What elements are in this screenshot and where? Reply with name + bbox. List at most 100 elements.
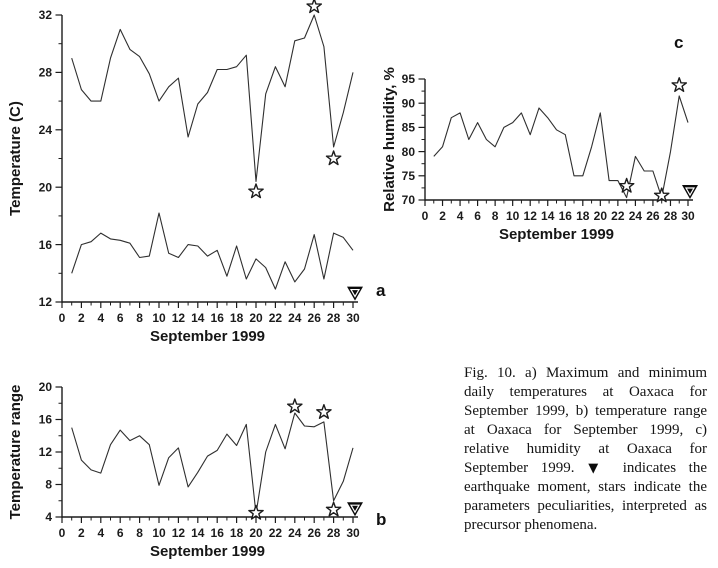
star-marker [248, 183, 264, 199]
series-line-minimum-temperature [71, 212, 354, 290]
y-tick-label: 20 [39, 180, 53, 194]
panel-label-b: b [376, 510, 386, 529]
x-tick-label: 28 [327, 526, 341, 540]
y-tick-label: 28 [39, 66, 53, 80]
y-tick-label: 4 [45, 510, 52, 524]
x-tick-label: 12 [172, 311, 186, 325]
y-tick-label: 20 [39, 380, 53, 394]
x-tick-label: 20 [249, 311, 263, 325]
x-tick-label: 2 [78, 526, 85, 540]
x-tick-label: 22 [269, 311, 283, 325]
x-tick-label: 10 [506, 209, 520, 223]
chart-a-plot: 0 2 4 6 8 10 12 14 16 18 20 22 24 26 28 30121620242832S… [7, 0, 386, 345]
x-tick-label: 2 [78, 311, 85, 325]
x-tick-label: 14 [191, 526, 205, 540]
x-tick-label: 14 [541, 209, 555, 223]
x-tick-label: 2 [439, 209, 446, 223]
x-tick-label: 22 [269, 526, 283, 540]
earthquake-triangle-inner [684, 187, 696, 197]
x-tick-label: 28 [664, 209, 678, 223]
y-tick-label: 95 [402, 72, 416, 86]
x-axis-title: September 1999 [150, 543, 265, 560]
x-tick-label: 6 [117, 526, 124, 540]
y-tick-label: 80 [402, 145, 416, 159]
series-line-maximum-temperature [71, 14, 354, 183]
panel-c-relative-humidity: 0 2 4 6 8 10 12 14 16 18 20 22 24 26 28 30 70 75 80 85 90 95 S… [381, 28, 718, 243]
panel-label-c: c [674, 33, 683, 52]
star-marker [248, 504, 264, 520]
x-tick-label: 4 [97, 311, 104, 325]
y-tick-label: 75 [402, 169, 416, 183]
series-line-temperature-range [71, 412, 354, 515]
x-tick-label: 6 [117, 311, 124, 325]
x-tick-label: 20 [594, 209, 608, 223]
x-tick-label: 0 [59, 311, 66, 325]
series-line-relative-humidity [433, 95, 689, 199]
x-axis-title: September 1999 [150, 328, 265, 345]
caption-text-part2: indicates the earthquake moment, stars i… [464, 460, 707, 533]
x-tick-label: 20 [249, 526, 263, 540]
x-tick-label: 30 [681, 209, 695, 223]
y-tick-label: 85 [402, 121, 416, 135]
y-axis-title: Temperature (C) [7, 101, 24, 216]
star-marker [653, 187, 670, 203]
x-tick-label: 30 [346, 526, 360, 540]
x-tick-label: 16 [211, 311, 225, 325]
y-tick-label: 70 [402, 193, 416, 207]
y-tick-label: 8 [45, 478, 52, 492]
star-marker [316, 403, 332, 419]
star-marker [671, 77, 688, 93]
x-tick-label: 12 [524, 209, 538, 223]
x-tick-label: 30 [346, 311, 360, 325]
x-tick-label: 26 [308, 311, 322, 325]
earthquake-triangle-inner [349, 288, 361, 298]
x-tick-label: 16 [559, 209, 573, 223]
x-tick-label: 28 [327, 311, 341, 325]
y-axis-title: Temperature range [7, 385, 24, 520]
earthquake-triangle-inner [349, 504, 361, 514]
panel-label-a: a [376, 281, 386, 300]
x-tick-label: 4 [97, 526, 104, 540]
star-marker [286, 398, 303, 414]
x-tick-label: 8 [136, 526, 143, 540]
y-tick-label: 90 [402, 96, 416, 110]
panel-a-daily-temperatures: 0 2 4 6 8 10 12 14 16 18 20 22 24 26 28 30 12 16 20 24 28 32 S… [0, 0, 392, 354]
x-tick-label: 8 [492, 209, 499, 223]
x-tick-label: 18 [230, 526, 244, 540]
x-tick-label: 14 [191, 311, 205, 325]
y-tick-label: 32 [39, 8, 53, 22]
y-tick-label: 24 [39, 123, 53, 137]
star-marker [325, 501, 342, 517]
earthquake-triangle-icon [347, 286, 363, 301]
x-tick-label: 18 [576, 209, 590, 223]
y-axis-title: Relative humidity, % [381, 67, 398, 212]
x-tick-label: 24 [629, 209, 643, 223]
y-tick-label: 16 [39, 413, 53, 427]
x-tick-label: 8 [136, 311, 143, 325]
x-axis-title: September 1999 [499, 226, 614, 243]
chart-b-plot: 0 2 4 6 8 10 12 14 16 18 20 22 24 26 28 3048121620Septe… [7, 380, 386, 560]
x-tick-label: 0 [59, 526, 66, 540]
x-tick-label: 16 [211, 526, 225, 540]
x-tick-label: 10 [152, 311, 166, 325]
star-marker [618, 177, 635, 193]
x-tick-label: 10 [152, 526, 166, 540]
x-tick-label: 26 [646, 209, 660, 223]
x-tick-label: 24 [288, 311, 302, 325]
caption-text-part1: Fig. 10. a) Maximum and minimum daily te… [464, 365, 707, 476]
star-marker [306, 0, 323, 14]
x-tick-label: 4 [457, 209, 464, 223]
y-tick-label: 12 [39, 295, 53, 309]
x-tick-label: 26 [308, 526, 322, 540]
star-marker [325, 150, 342, 166]
earthquake-triangle-icon: ▼ [588, 461, 608, 476]
panel-b-temperature-range: 0 2 4 6 8 10 12 14 16 18 20 22 24 26 28 30 4 8 12 16 20 Septe… [0, 355, 392, 567]
y-tick-label: 12 [39, 445, 53, 459]
y-tick-label: 16 [39, 238, 53, 252]
earthquake-triangle-icon [682, 185, 698, 200]
x-tick-label: 24 [288, 526, 302, 540]
figure-caption: Fig. 10. a) Maximum and minimum daily te… [464, 364, 707, 535]
x-tick-label: 0 [422, 209, 429, 223]
x-tick-label: 18 [230, 311, 244, 325]
